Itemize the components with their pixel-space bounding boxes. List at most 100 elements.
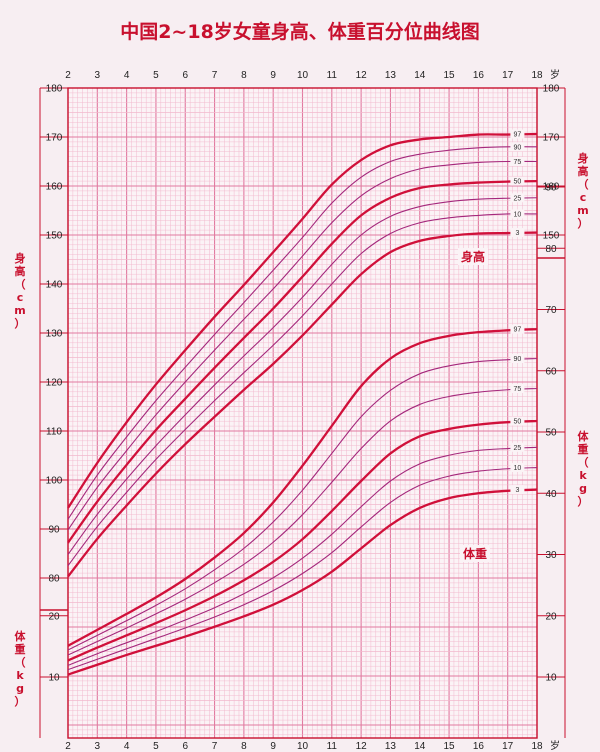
height-label-bg <box>510 129 525 139</box>
height-percentile-label: 10 <box>514 211 522 218</box>
weight-section-label-bg <box>460 545 490 562</box>
weight-curve-p10 <box>67 466 538 671</box>
chart-grid <box>67 87 538 739</box>
height-percentile-label: 90 <box>514 144 522 151</box>
x-tick-top: 18 <box>531 70 543 81</box>
x-tick-top: 4 <box>124 70 130 81</box>
x-tick-bottom: 15 <box>444 741 456 752</box>
x-tick-top: 2 <box>65 70 71 81</box>
weight-curve-p3 <box>67 488 538 676</box>
left-height-tick: 90 <box>48 525 60 536</box>
x-tick-top: 12 <box>356 70 368 81</box>
right-weight-tick: 20 <box>545 611 557 622</box>
weight-label-bg <box>510 463 525 473</box>
x-tick-top: 15 <box>444 70 456 81</box>
x-tick-top: 3 <box>95 70 101 81</box>
left-weight-tick: 20 <box>48 611 60 622</box>
height-curve-p97 <box>67 132 538 509</box>
left-height-tick: 180 <box>46 84 63 95</box>
height-label-bg <box>510 176 525 186</box>
x-tick-bottom: 16 <box>473 741 485 752</box>
height-curve-p25 <box>67 197 538 555</box>
right-weight-tick: 90 <box>545 183 557 194</box>
right-height-axis-label: 身高（ c m） <box>577 151 588 230</box>
height-curve-p75 <box>67 160 538 531</box>
left-height-tick: 80 <box>48 574 60 585</box>
x-tick-bottom: 13 <box>385 741 397 752</box>
x-tick-top: 16 <box>473 70 485 81</box>
height-percentile-label: 50 <box>514 179 522 186</box>
percentile-curves: 97 90 75 50 25 10 3 97 90 75 50 25 10 3 <box>67 129 538 676</box>
chart-title: 中国2~18岁女童身高、体重百分位曲线图 <box>120 20 480 43</box>
height-label-bg <box>510 193 525 203</box>
weight-curve-p75 <box>67 387 538 656</box>
weight-percentile-label: 90 <box>514 356 522 363</box>
height-percentile-label: 75 <box>514 159 522 166</box>
right-weight-tick: 70 <box>545 305 557 316</box>
height-curve-p50 <box>67 179 538 544</box>
right-weight-tick: 10 <box>545 673 557 684</box>
left-height-tick: 150 <box>46 231 63 242</box>
right-weight-tick: 60 <box>545 366 557 377</box>
x-tick-bottom: 6 <box>182 741 188 752</box>
chart-labels: 80 90 100 110 120 130 140 150 160 170 180 10 20 150 16… <box>14 68 589 752</box>
height-percentile-label: 97 <box>514 132 522 139</box>
x-tick-bottom: 3 <box>95 741 101 752</box>
weight-curve-p50 <box>67 419 538 662</box>
height-curve-p3 <box>67 231 538 578</box>
weight-percentile-label: 97 <box>514 327 522 334</box>
left-height-tick: 100 <box>46 476 63 487</box>
weight-percentile-label: 25 <box>514 445 522 452</box>
height-label-bg <box>510 157 525 166</box>
left-height-tick: 130 <box>46 329 63 340</box>
right-height-tick: 170 <box>543 133 560 144</box>
x-unit-top: 岁 <box>550 68 560 81</box>
right-weight-tick: 30 <box>545 550 557 561</box>
x-tick-bottom: 5 <box>153 741 159 752</box>
x-tick-bottom: 17 <box>502 741 514 752</box>
x-tick-top: 7 <box>212 70 218 81</box>
height-percentile-label: 3 <box>515 230 519 237</box>
x-unit-bottom: 岁 <box>550 739 560 752</box>
weight-curve-p90 <box>67 357 538 651</box>
right-height-tick: 150 <box>543 231 560 242</box>
height-label-bg <box>510 209 525 219</box>
plot-frame <box>67 87 538 739</box>
x-tick-bottom: 2 <box>65 741 71 752</box>
weight-label-bg <box>510 354 525 363</box>
height-label-bg <box>510 228 525 238</box>
x-tick-bottom: 10 <box>297 741 309 752</box>
right-weight-axis-label: 体重（ k g） <box>578 429 590 508</box>
right-weight-tick: 50 <box>545 428 557 439</box>
x-tick-bottom: 12 <box>356 741 368 752</box>
right-height-tick: 180 <box>543 84 560 95</box>
left-weight-tick: 10 <box>48 673 60 684</box>
x-tick-bottom: 4 <box>124 741 130 752</box>
left-height-tick: 120 <box>46 378 63 389</box>
x-tick-top: 10 <box>297 70 309 81</box>
left-height-tick: 110 <box>46 427 62 438</box>
x-tick-top: 11 <box>327 70 338 81</box>
x-tick-bottom: 18 <box>531 741 543 752</box>
height-label-bg <box>510 142 525 152</box>
weight-percentile-label: 75 <box>514 386 522 393</box>
weight-section-label: 体重 <box>463 546 487 561</box>
height-curve-p90 <box>67 146 538 520</box>
left-weight-axis-label: 体重（ k g） <box>15 629 27 708</box>
x-tick-top: 9 <box>270 70 276 81</box>
x-tick-top: 8 <box>241 70 247 81</box>
x-tick-bottom: 11 <box>327 741 338 752</box>
height-section-label-bg <box>458 248 488 265</box>
x-tick-bottom: 8 <box>241 741 247 752</box>
x-tick-bottom: 7 <box>212 741 218 752</box>
weight-label-bg <box>510 416 525 426</box>
weight-percentile-label: 50 <box>514 418 522 425</box>
right-weight-tick: 80 <box>545 244 557 255</box>
weight-label-bg <box>510 442 525 452</box>
height-section-label: 身高 <box>461 249 485 264</box>
weight-curve-p97 <box>67 327 538 647</box>
left-height-tick: 140 <box>46 280 63 291</box>
x-tick-top: 6 <box>182 70 188 81</box>
weight-label-bg <box>510 485 525 495</box>
